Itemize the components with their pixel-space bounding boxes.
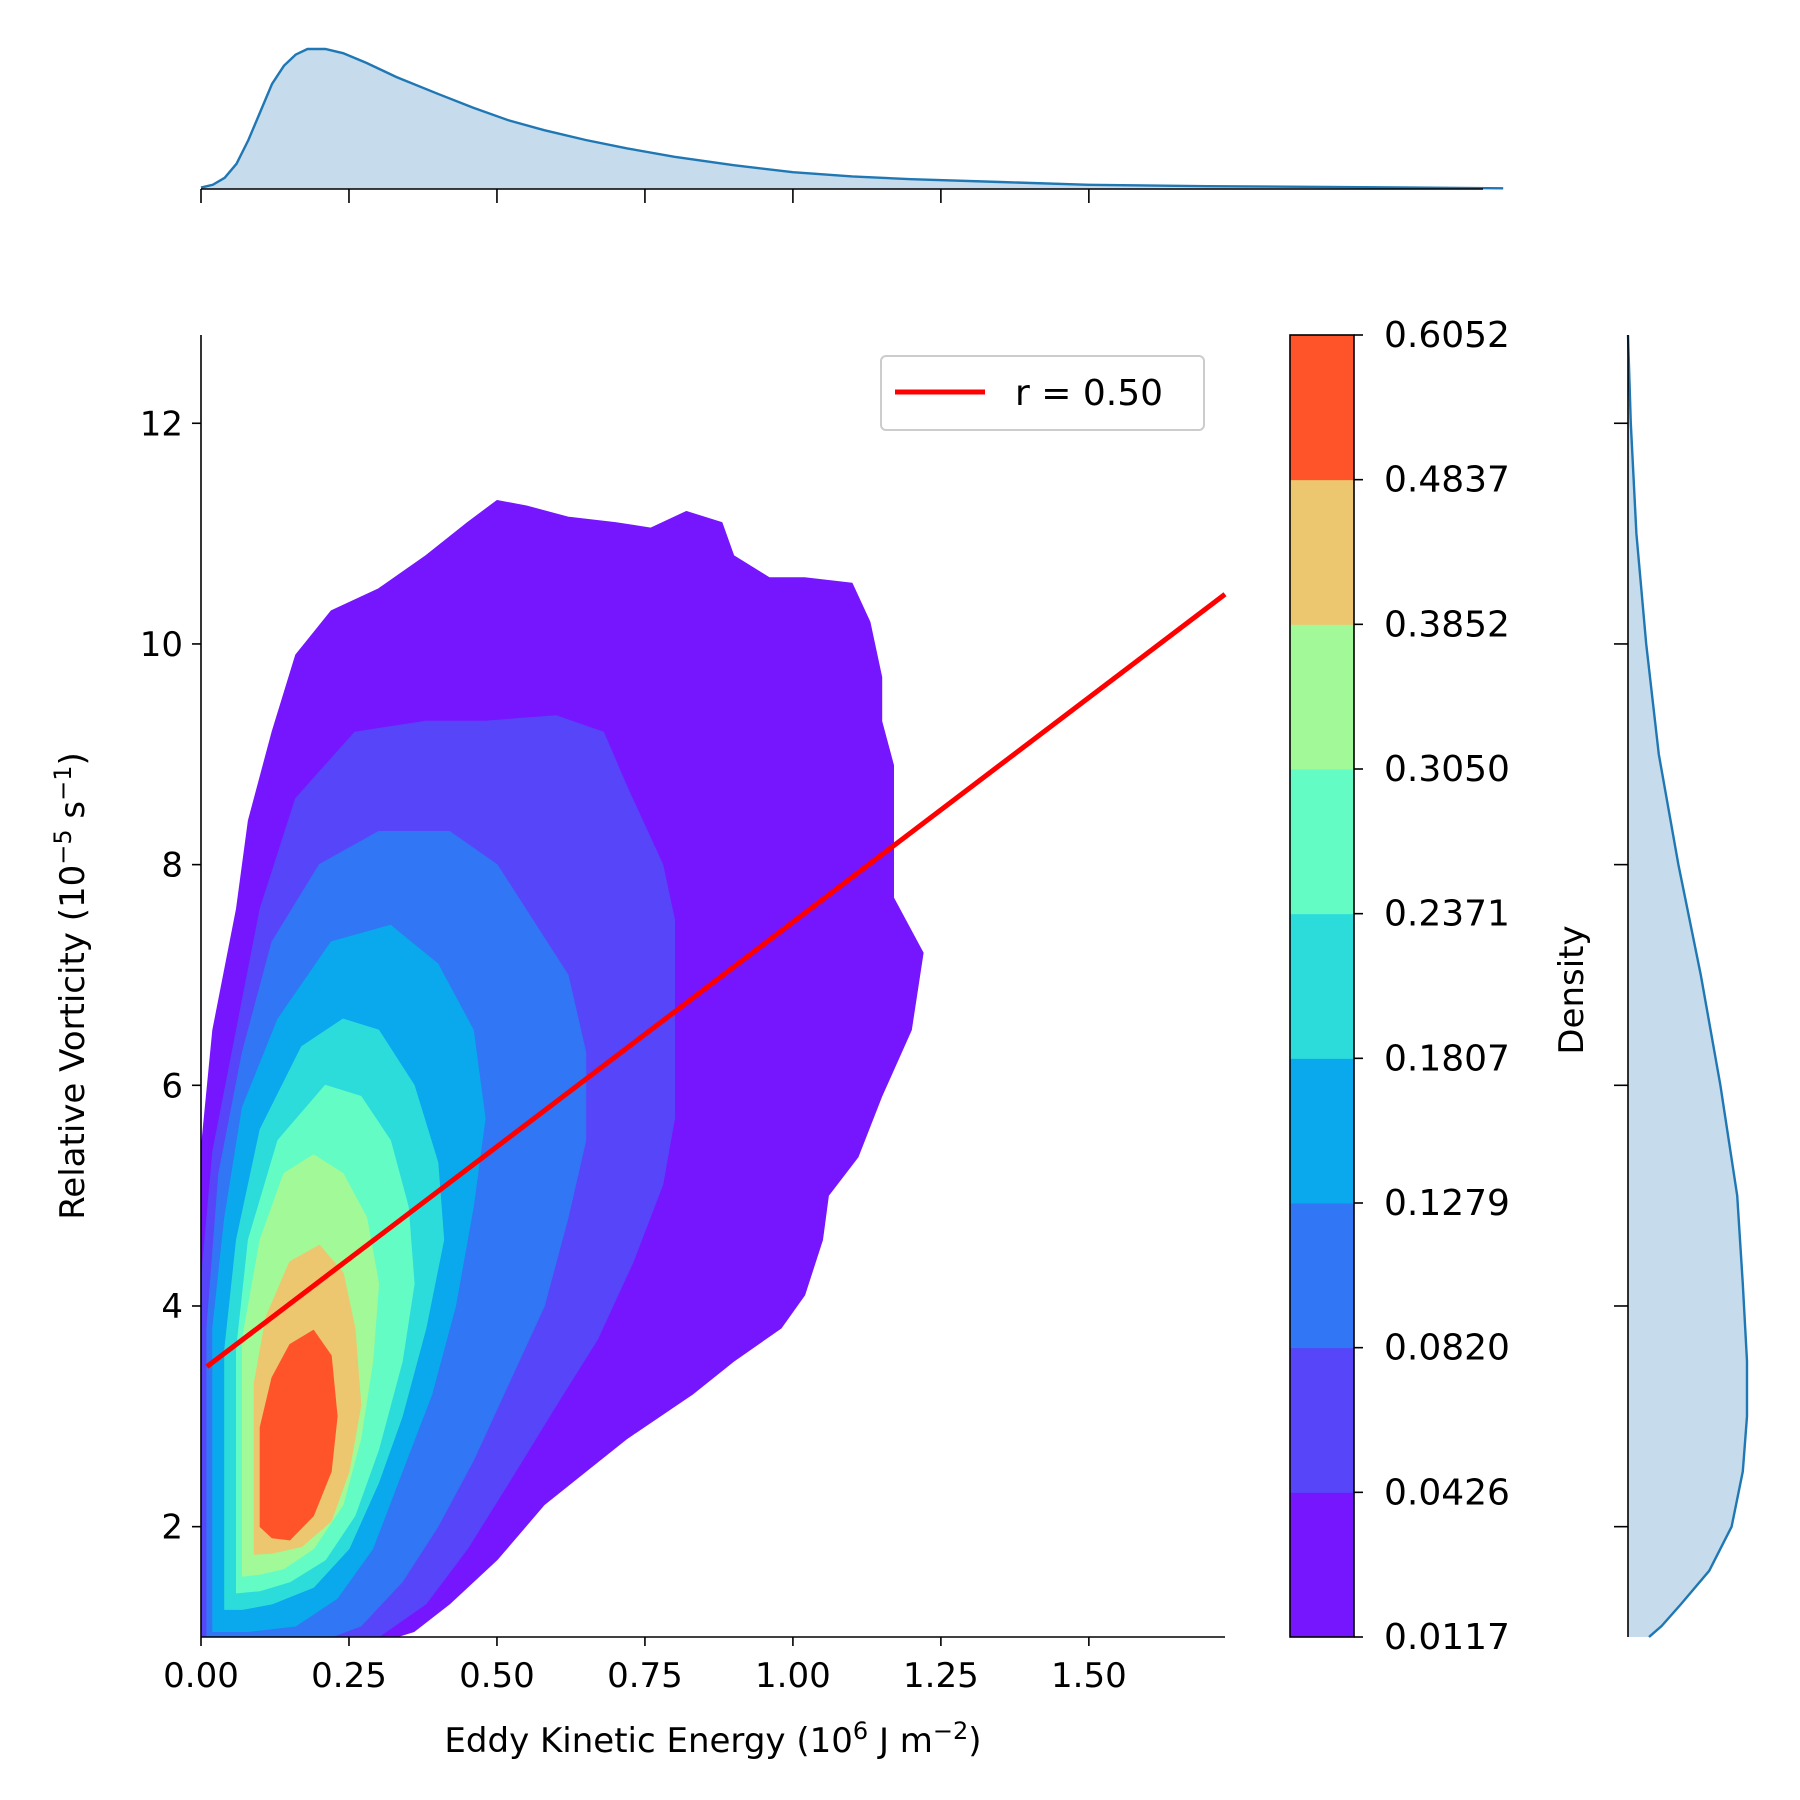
colorbar-tick-label: 0.4837 [1384,460,1510,501]
top-kde-line [200,47,1504,190]
regression-line [205,592,1227,1369]
colorbar-tick-label: 0.0426 [1384,1472,1510,1513]
colorbar-band [1290,479,1354,625]
right-kde-fill [1628,335,1747,1637]
colorbar-tick-label: 0.1807 [1384,1038,1510,1079]
colorbar-band [1290,1492,1354,1638]
legend: r = 0.50 [880,355,1205,431]
top-marginal-ticks [200,189,1090,203]
y-ticks: 2 4 6 8 10 12 [140,404,201,1548]
main-plot: 0.00 0.25 0.50 0.75 1.00 1.25 1.50 2 4 6 8 10 12 Ed… [49,335,1227,1761]
contour-level-8 [259,1329,338,1541]
density-contours [200,500,924,1638]
x-tick-label: 0.00 [163,1656,239,1696]
colorbar-band [1290,913,1354,1059]
x-tick-label: 1.50 [1051,1656,1127,1696]
colorbar: 0.0117 0.0426 0.0820 0.1279 0.1807 0.2371 0.30… [1289,315,1592,1658]
x-axis-label: Eddy Kinetic Energy (106 J m−2) [444,1717,981,1761]
y-tick-label: 12 [140,404,183,444]
colorbar-band [1290,1347,1354,1493]
colorbar-bands [1290,335,1354,1638]
right-kde-line [1626,334,1749,1638]
x-ticks: 0.00 0.25 0.50 0.75 1.00 1.25 1.50 [163,1637,1127,1696]
top-kde-fill [201,49,1504,189]
colorbar-tick-label: 0.0820 [1384,1328,1510,1369]
x-tick-label: 1.00 [755,1656,831,1696]
y-tick-label: 8 [161,846,183,886]
y-axis-label: Relative Vorticity (10−5 s−1) [49,752,93,1220]
colorbar-ticks: 0.0117 0.0426 0.0820 0.1279 0.1807 0.2371 0.30… [1354,315,1510,1658]
colorbar-tick-label: 0.2371 [1384,894,1510,935]
colorbar-tick-label: 0.1279 [1384,1183,1510,1224]
y-tick-label: 10 [140,625,183,665]
right-marginal-ticks [1614,422,1628,1528]
x-tick-label: 0.25 [311,1656,387,1696]
x-tick-label: 0.50 [459,1656,535,1696]
legend-label: r = 0.50 [1015,373,1163,414]
y-tick-label: 4 [161,1287,183,1327]
colorbar-frame [1289,334,1355,1638]
colorbar-band [1290,624,1354,770]
top-marginal-kde [200,47,1504,203]
colorbar-band [1290,335,1354,481]
colorbar-tick-label: 0.3050 [1384,749,1510,790]
colorbar-band [1290,769,1354,915]
x-tick-label: 0.75 [607,1656,683,1696]
colorbar-band [1290,1203,1354,1349]
colorbar-label: Density [1552,925,1592,1054]
colorbar-tick-label: 0.3852 [1384,604,1510,645]
colorbar-band [1290,1058,1354,1204]
colorbar-tick-label: 0.6052 [1384,315,1510,356]
colorbar-tick-label: 0.0117 [1384,1617,1510,1658]
legend-box [880,355,1205,431]
right-marginal-kde [1614,334,1749,1638]
x-tick-label: 1.25 [903,1656,979,1696]
y-tick-label: 6 [161,1066,183,1106]
y-tick-label: 2 [161,1508,183,1548]
